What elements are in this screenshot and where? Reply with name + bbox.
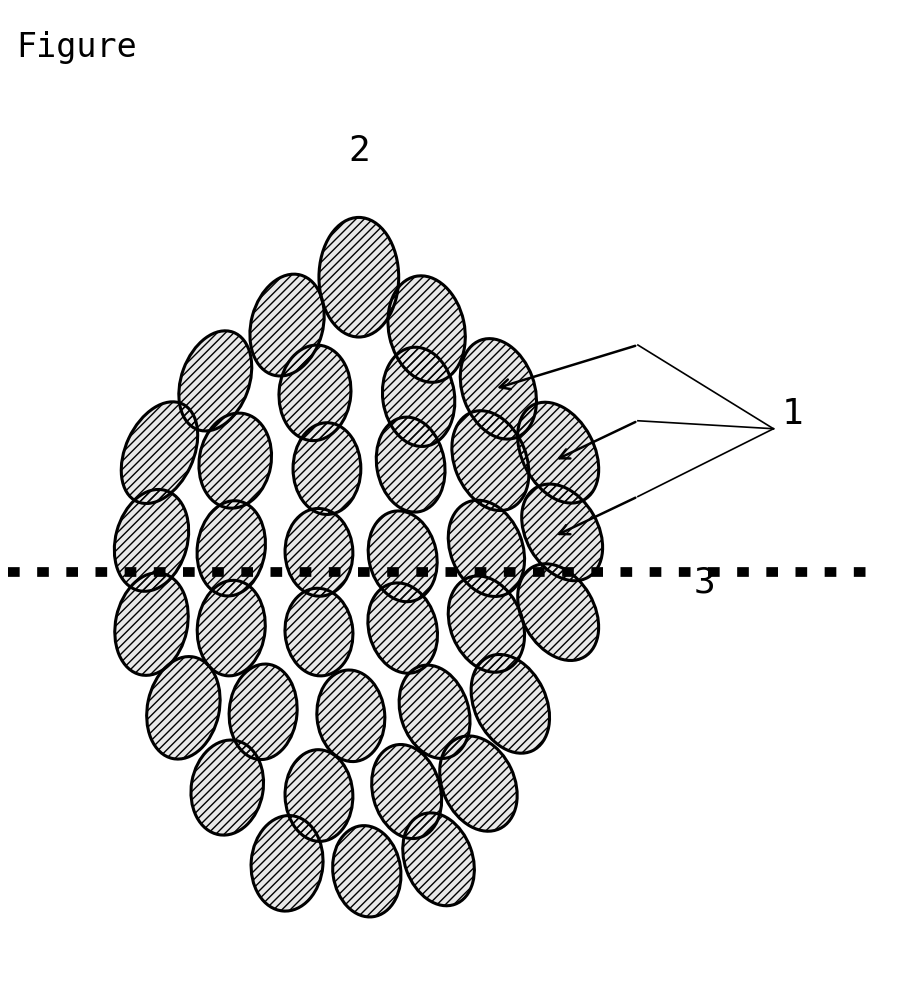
Ellipse shape <box>179 332 252 432</box>
Ellipse shape <box>522 485 602 581</box>
Ellipse shape <box>452 411 529 511</box>
Ellipse shape <box>197 501 265 596</box>
Ellipse shape <box>518 564 599 660</box>
Text: 3: 3 <box>694 565 715 599</box>
Ellipse shape <box>448 501 525 597</box>
Text: 1: 1 <box>781 397 803 430</box>
Ellipse shape <box>279 346 351 441</box>
Ellipse shape <box>399 665 470 759</box>
Ellipse shape <box>250 275 325 377</box>
Ellipse shape <box>285 749 353 842</box>
Ellipse shape <box>382 348 455 447</box>
Text: 2: 2 <box>348 133 370 167</box>
Ellipse shape <box>115 573 188 675</box>
Ellipse shape <box>333 826 401 917</box>
Ellipse shape <box>371 744 442 839</box>
Ellipse shape <box>199 414 271 509</box>
Ellipse shape <box>317 670 385 762</box>
Ellipse shape <box>369 511 437 602</box>
Ellipse shape <box>368 583 437 673</box>
Ellipse shape <box>115 490 189 592</box>
Ellipse shape <box>518 403 599 504</box>
Ellipse shape <box>197 581 265 676</box>
Ellipse shape <box>403 813 474 906</box>
Ellipse shape <box>251 816 323 911</box>
Ellipse shape <box>191 740 263 836</box>
Ellipse shape <box>285 589 353 676</box>
Ellipse shape <box>319 218 399 338</box>
Ellipse shape <box>285 509 353 596</box>
Ellipse shape <box>471 655 549 754</box>
Ellipse shape <box>229 664 297 760</box>
Ellipse shape <box>147 657 220 760</box>
Ellipse shape <box>121 403 198 504</box>
Ellipse shape <box>439 736 517 832</box>
Ellipse shape <box>293 423 360 515</box>
Text: Figure: Figure <box>16 31 137 64</box>
Ellipse shape <box>460 340 536 440</box>
Ellipse shape <box>388 277 465 383</box>
Ellipse shape <box>448 576 525 672</box>
Ellipse shape <box>376 418 445 513</box>
